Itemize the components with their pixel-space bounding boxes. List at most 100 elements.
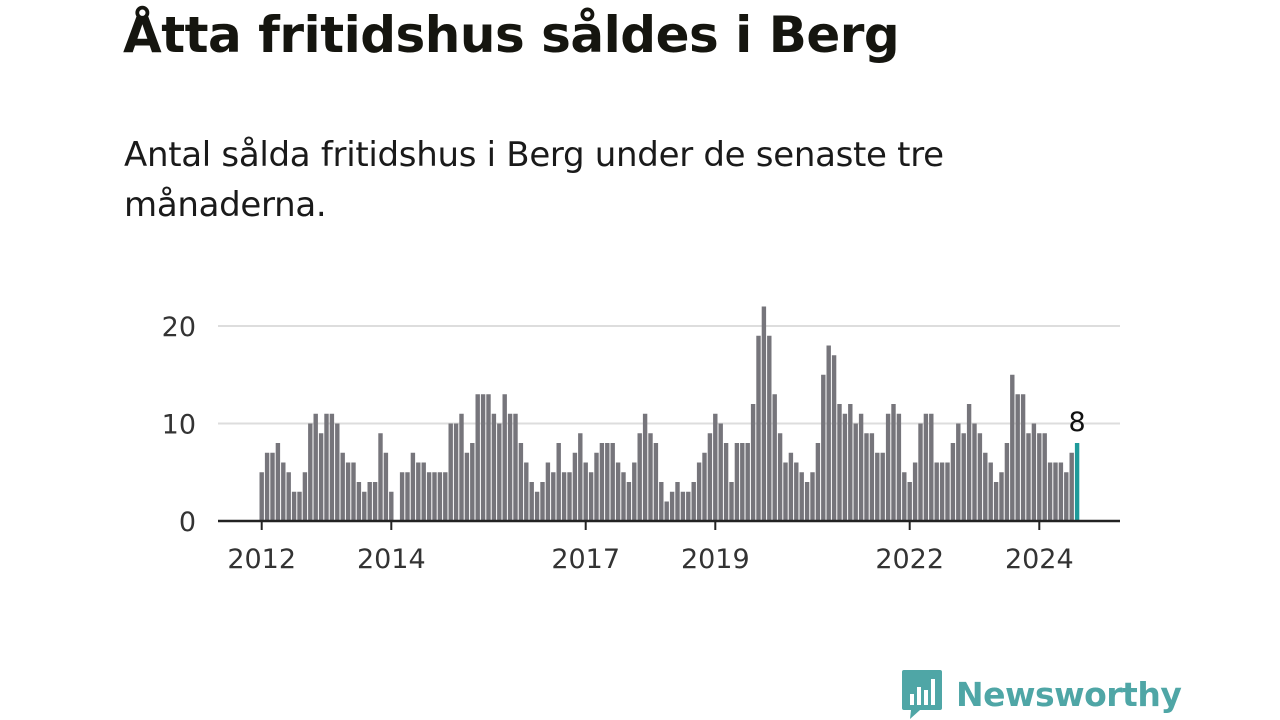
bar <box>918 423 923 521</box>
bar <box>875 452 880 521</box>
bar <box>804 482 810 521</box>
bar <box>378 433 383 521</box>
bars <box>259 306 1080 521</box>
bar <box>540 482 545 521</box>
bar <box>270 452 275 521</box>
bar <box>470 443 475 521</box>
x-tick-label: 2017 <box>551 544 620 575</box>
bar <box>696 462 702 521</box>
bar <box>281 462 286 521</box>
bar <box>291 491 297 521</box>
y-tick-label: 10 <box>162 410 196 441</box>
bar <box>480 394 486 521</box>
bar <box>556 443 561 521</box>
bar <box>529 482 534 521</box>
bar <box>907 482 912 521</box>
y-tick-label: 20 <box>162 312 196 343</box>
bar <box>416 462 421 521</box>
bar <box>966 404 972 521</box>
bar <box>275 443 281 521</box>
bar <box>486 394 491 521</box>
bar <box>912 462 918 521</box>
bar <box>405 472 410 521</box>
bar <box>610 443 615 521</box>
bar <box>1015 394 1020 521</box>
bar <box>950 443 956 521</box>
bar <box>750 404 756 521</box>
bar <box>972 423 977 521</box>
bar <box>1026 433 1031 521</box>
bar <box>389 491 394 521</box>
bar <box>864 433 869 521</box>
bar <box>842 413 848 521</box>
bar <box>713 413 718 521</box>
bar <box>621 472 626 521</box>
bar <box>734 443 740 521</box>
bar <box>329 413 335 521</box>
bar <box>702 452 707 521</box>
bar <box>443 472 448 521</box>
bar <box>475 394 480 521</box>
bar <box>729 482 734 521</box>
bar <box>297 491 302 521</box>
bar <box>491 413 497 521</box>
bar <box>259 472 264 521</box>
bar <box>648 433 653 521</box>
bar <box>637 433 642 521</box>
bar <box>788 452 794 521</box>
bar <box>902 472 907 521</box>
bar-chart: 0 10 20 2012 2014 2017 2019 2022 2024 8 <box>162 306 1120 575</box>
bar <box>885 413 891 521</box>
bar <box>761 306 767 521</box>
bar <box>767 335 772 521</box>
bar <box>572 452 578 521</box>
x-tick-label: 2014 <box>357 544 426 575</box>
bar <box>745 443 750 521</box>
bar <box>777 433 783 521</box>
bar <box>929 413 934 521</box>
bar <box>956 423 961 521</box>
brand-logo: Newsworthy <box>900 668 1182 720</box>
bar <box>977 433 983 521</box>
bar <box>988 462 993 521</box>
bar <box>286 472 291 521</box>
bar <box>821 374 826 521</box>
bar <box>659 482 664 521</box>
bar <box>642 413 648 521</box>
bar <box>983 452 988 521</box>
bar <box>896 413 902 521</box>
bar <box>578 433 583 521</box>
bar <box>421 462 426 521</box>
chart-subtitle: Antal sålda fritidshus i Berg under de s… <box>124 135 944 225</box>
bar <box>718 423 723 521</box>
bar <box>551 472 556 521</box>
bar <box>707 433 713 521</box>
bar <box>448 423 453 521</box>
axes <box>218 519 1120 530</box>
bar <box>632 462 637 521</box>
bar <box>1058 462 1064 521</box>
bar <box>1042 433 1047 521</box>
x-tick-label: 2012 <box>227 544 296 575</box>
bar <box>518 443 524 521</box>
bar <box>513 413 518 521</box>
bar <box>308 423 313 521</box>
bar <box>815 443 821 521</box>
bar <box>680 491 686 521</box>
bar <box>934 462 939 521</box>
bar <box>772 394 777 521</box>
bar <box>723 443 729 521</box>
bar <box>313 413 318 521</box>
bar <box>1004 443 1010 521</box>
bar <box>1020 394 1026 521</box>
bar <box>356 482 362 521</box>
bar <box>567 472 572 521</box>
labels: 0 10 20 2012 2014 2017 2019 2022 2024 8 <box>162 312 1086 575</box>
bar-chart-speech-bubble-icon <box>902 670 942 719</box>
bar <box>605 443 610 521</box>
bar <box>669 491 675 521</box>
bar <box>880 452 885 521</box>
bar <box>453 423 459 521</box>
bar <box>891 404 896 521</box>
bar <box>1037 433 1042 521</box>
